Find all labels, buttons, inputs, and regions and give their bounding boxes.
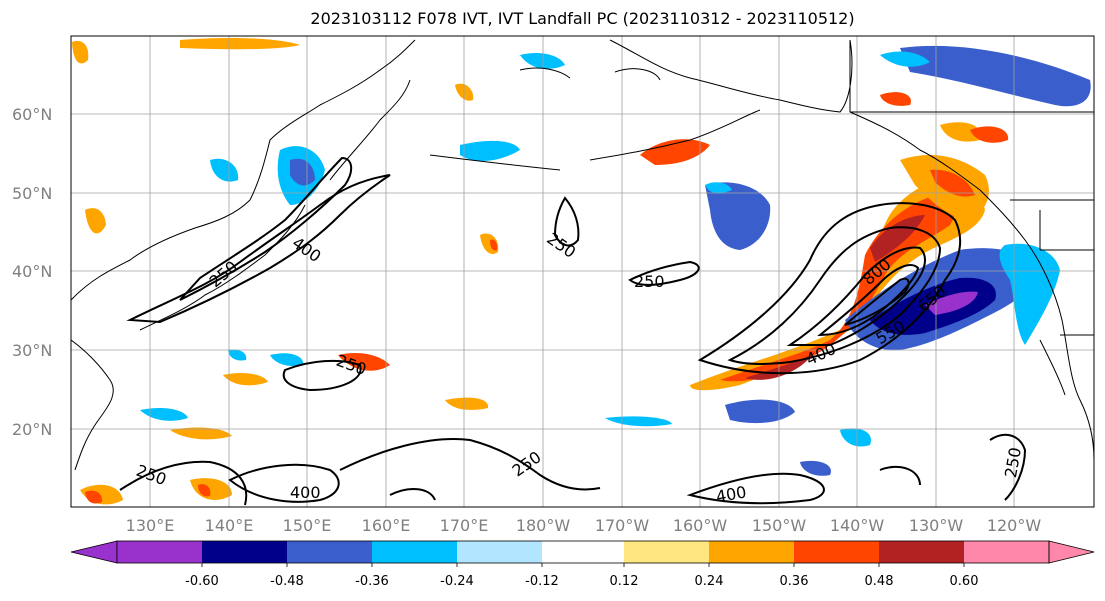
colorbar-extend-low <box>70 540 118 564</box>
lon-label-130e: 130°E <box>126 516 175 535</box>
lat-label-60n: 60°N <box>12 105 52 124</box>
colorbar-swatch <box>709 541 794 563</box>
contour-250-center <box>628 260 700 286</box>
contour-250-midpac <box>553 196 580 247</box>
negative-anomaly-outer <box>999 243 1060 345</box>
colorbar-tick-label: 0.36 <box>780 574 809 589</box>
colorbar-tick-label: 0.60 <box>950 574 979 589</box>
lon-label-150w: 150°W <box>752 516 807 535</box>
colorbar-tick-label: -0.24 <box>440 574 474 589</box>
coastline-alaska-peninsula <box>589 109 761 161</box>
contour-650-ar <box>817 264 920 337</box>
contour-250-asia <box>126 174 391 324</box>
positive-anomaly-alaska-coast <box>640 139 710 165</box>
colorbar-swatch <box>372 541 457 563</box>
contour-250-south <box>119 460 248 506</box>
contour-400-ar <box>727 226 942 366</box>
contour-250-ar <box>697 202 962 375</box>
latitude-labels: 20°N 30°N 40°N 50°N 60°N <box>12 105 52 439</box>
lat-label-40n: 40°N <box>12 262 52 281</box>
coastline-kamchatka <box>329 79 411 181</box>
lat-label-30n: 30°N <box>12 341 52 360</box>
coastlines <box>71 39 1094 471</box>
colorbar-tick-label: -0.36 <box>355 574 389 589</box>
lon-label-180w: 180°W <box>516 516 571 535</box>
positive-anomaly-ar-max <box>745 215 925 380</box>
contour-800-ar <box>844 277 910 326</box>
coastline-baja <box>1039 339 1066 396</box>
lon-label-150e: 150°E <box>283 516 332 535</box>
lon-label-140w: 140°W <box>830 516 885 535</box>
colorbar-swatch <box>964 541 1049 563</box>
lon-label-170w: 170°W <box>595 516 650 535</box>
colorbar-swatch <box>457 541 542 563</box>
contour-label: 250 <box>634 272 665 291</box>
negative-anomaly-northeast <box>900 45 1091 107</box>
lat-label-20n: 20°N <box>12 420 52 439</box>
colorbar-swatch <box>879 541 964 563</box>
coastline-japan <box>139 204 306 331</box>
colorbar-swatch <box>287 541 372 563</box>
colorbar-swatch <box>624 541 709 563</box>
longitude-labels: 130°E 140°E 150°E 160°E 170°E 180°W 170°… <box>126 516 1042 535</box>
borders <box>849 40 1094 336</box>
coastline-korea-china <box>71 339 114 471</box>
colorbar-swatch <box>794 541 879 563</box>
contour-250-westpac <box>282 359 362 392</box>
colorbar-tick-label: -0.60 <box>185 574 219 589</box>
lon-label-140e: 140°E <box>205 516 254 535</box>
colorbar-extend-high <box>1048 540 1095 564</box>
contour-250-southeast <box>989 433 1027 501</box>
colorbar-border <box>116 540 1050 564</box>
colorbar-swatch <box>117 541 202 563</box>
negative-anomaly-min <box>925 291 978 315</box>
colorbar-tick-label: 0.24 <box>695 574 724 589</box>
contour-400-asia <box>179 156 353 301</box>
colorbar-tick-label: 0.48 <box>865 574 894 589</box>
coastline-asia <box>71 39 416 301</box>
coastline-north-america <box>849 111 1094 461</box>
map-title: 2023103112 F078 IVT, IVT Landfall PC (20… <box>310 9 855 28</box>
lon-label-170e: 170°E <box>440 516 489 535</box>
colorbar: -0.60 -0.48 -0.36 -0.24 -0.12 0.12 0.24 … <box>70 540 1095 589</box>
lon-label-120w: 120°W <box>987 516 1042 535</box>
contour-400-south <box>228 463 340 503</box>
contour-400-southeast <box>686 472 825 505</box>
contour-label: 400 <box>290 483 321 502</box>
contour-250-south-central <box>339 438 601 491</box>
colorbar-swatch <box>202 541 287 563</box>
graticule <box>71 36 1094 507</box>
negative-anomaly-subtropic <box>725 399 795 424</box>
ivt-contours <box>119 156 1027 506</box>
ivt-shading <box>72 37 1091 505</box>
colorbar-swatch <box>542 541 624 563</box>
colorbar-tick-label: -0.48 <box>270 574 304 589</box>
positive-anomaly-wpac <box>170 427 232 440</box>
map-panel: 400 250 250 250 800 650 550 400 250 250 … <box>71 36 1094 507</box>
negative-anomaly-gulf-alaska <box>705 182 771 250</box>
contour-550-ar <box>786 246 926 346</box>
lon-label-160w: 160°W <box>673 516 728 535</box>
lon-label-130w: 130°W <box>909 516 964 535</box>
map-border <box>70 35 1095 508</box>
colorbar-tick-label: 0.12 <box>610 574 639 589</box>
coastline-alaska <box>609 39 853 113</box>
colorbar-tick-label: -0.12 <box>525 574 559 589</box>
lon-label-160e: 160°E <box>362 516 411 535</box>
lat-label-50n: 50°N <box>12 184 52 203</box>
